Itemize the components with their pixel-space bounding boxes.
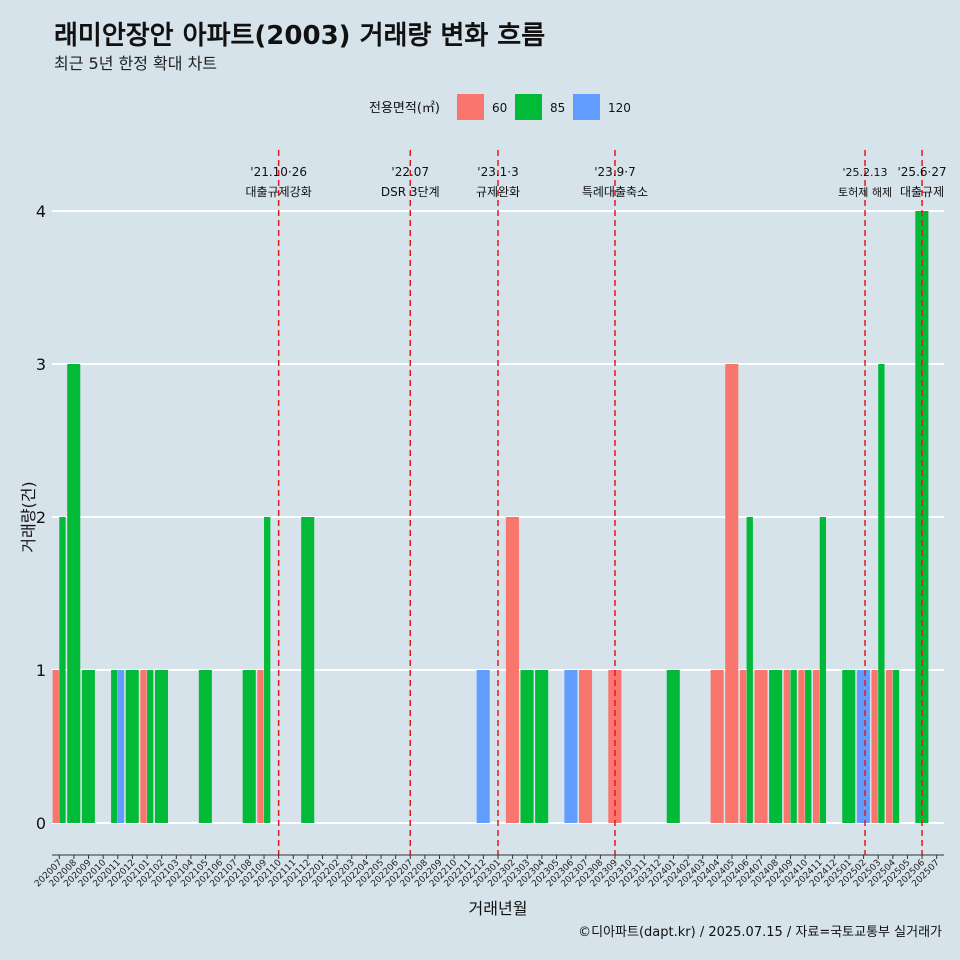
bar-202408-85 [769, 670, 783, 823]
bar-202309-60 [608, 670, 622, 823]
event-label-1: DSR 3단계 [381, 185, 440, 199]
bar-202306-120 [564, 670, 578, 823]
caption: ©디아파트(dapt.kr) / 2025.07.15 / 자료=국토교통부 실… [578, 925, 942, 940]
event-date-0: '21.10·26 [250, 165, 307, 179]
y-tick-label: 1 [36, 661, 46, 680]
y-axis-label: 거래량(건) [19, 481, 38, 552]
legend: 전용면적(㎡) 60 85 120 [369, 94, 631, 120]
bar-202307-60 [579, 670, 593, 823]
bar-202009-85 [81, 670, 95, 823]
bar-202502-120 [856, 670, 870, 823]
bar-202101-60 [140, 670, 147, 823]
bar-202409-60 [783, 670, 791, 823]
event-label-2: 규제완화 [476, 185, 520, 199]
bar-202410-85 [805, 670, 812, 823]
bar-202012-85 [125, 670, 139, 823]
bar-202007-85 [59, 517, 66, 823]
y-tick-label: 4 [36, 202, 46, 221]
bar-202011-120 [117, 670, 125, 823]
bar-202112-85 [301, 517, 315, 823]
bar-202410-60 [798, 670, 805, 823]
bar-202109-60 [257, 670, 264, 823]
bar-202401-85 [666, 670, 680, 823]
y-tick-label: 3 [36, 355, 46, 374]
event-label-3: 특례대출축소 [582, 185, 648, 199]
y-tick-label: 0 [36, 814, 46, 833]
bar-202405-60 [725, 364, 739, 823]
x-axis: 2020072020082020092020102020112020122021… [33, 854, 944, 889]
bar-202503-85 [878, 364, 885, 823]
y-tick-label: 2 [36, 508, 46, 527]
bars [52, 211, 929, 823]
chart-title: 래미안장안 아파트(2003) 거래량 변화 흐름 [54, 21, 545, 51]
bar-202011-85 [111, 670, 118, 823]
event-date-4: '25.2.13 [843, 166, 888, 179]
legend-swatch-85 [515, 94, 542, 120]
legend-label-60: 60 [492, 101, 507, 115]
bar-202501-85 [842, 670, 856, 823]
chart-subtitle: 최근 5년 한정 확대 차트 [54, 54, 217, 73]
bar-202302-60 [505, 517, 519, 823]
bar-202212-120 [476, 670, 490, 823]
bar-202007-60 [52, 670, 59, 823]
bar-202504-85 [892, 670, 900, 823]
event-date-2: '23.1·3 [477, 165, 518, 179]
bar-202407-60 [754, 670, 768, 823]
bar-202008-85 [67, 364, 81, 823]
bar-202406-60 [739, 670, 747, 823]
event-date-5: '25.6·27 [898, 165, 947, 179]
bar-202101-85 [147, 670, 154, 823]
event-label-0: 대출규제강화 [246, 185, 312, 199]
bar-202506-85 [915, 211, 929, 823]
bar-202304-85 [535, 670, 549, 823]
legend-title: 전용면적(㎡) [369, 101, 440, 116]
legend-swatch-60 [457, 94, 484, 120]
bar-202406-85 [746, 517, 753, 823]
legend-swatch-120 [573, 94, 600, 120]
legend-label-85: 85 [550, 101, 565, 115]
event-label-4: 토허제 해제 [838, 185, 892, 199]
bar-202102-85 [154, 670, 168, 823]
event-date-1: '22.07 [391, 165, 429, 179]
bar-202303-85 [520, 670, 534, 823]
event-label-5: 대출규제 [900, 185, 944, 199]
bar-202411-85 [819, 517, 827, 823]
bar-202411-60 [812, 670, 820, 823]
y-axis-ticks: 0 1 2 3 4 [36, 202, 46, 833]
event-lines: '21.10·26 대출규제강화 '22.07 DSR 3단계 '23.1·3 규제완화 '… [246, 150, 947, 855]
bar-202504-60 [886, 670, 893, 823]
bar-202404-60 [710, 670, 724, 823]
x-axis-label: 거래년월 [469, 899, 528, 918]
legend-label-120: 120 [608, 101, 631, 115]
bar-202109-85 [264, 517, 271, 823]
bar-202409-85 [790, 670, 797, 823]
event-date-3: '23.9·7 [594, 165, 635, 179]
bar-202105-85 [198, 670, 212, 823]
bar-202108-85 [242, 670, 256, 823]
bar-202503-60 [871, 670, 878, 823]
